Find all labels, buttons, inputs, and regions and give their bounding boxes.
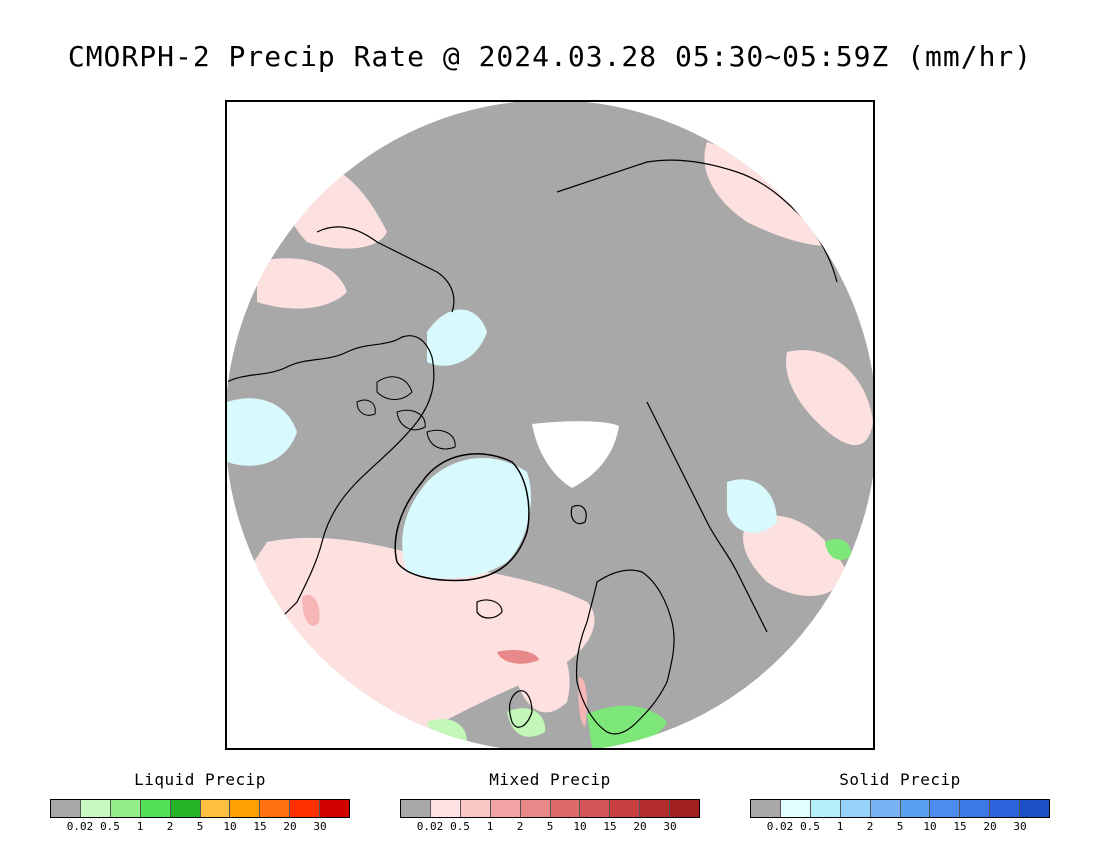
mixed-precip-region-north-sea bbox=[517, 622, 570, 713]
legend-swatch bbox=[520, 800, 551, 817]
mixed-precip-patch-norwegian-sea bbox=[497, 649, 539, 664]
legend-liquid-title: Liquid Precip bbox=[134, 770, 266, 789]
legend-tick-label: 30 bbox=[1013, 820, 1027, 833]
mixed-precip-patch-baltic bbox=[578, 677, 587, 727]
legend-swatch bbox=[80, 800, 111, 817]
legend-swatch bbox=[290, 800, 321, 817]
legend-tick-label: 10 bbox=[223, 820, 237, 833]
legend-tick-label: 10 bbox=[923, 820, 937, 833]
coastline-svalbard bbox=[570, 504, 587, 525]
legend-tick-label: 15 bbox=[953, 820, 967, 833]
legend-swatch bbox=[1020, 800, 1050, 817]
coastline-uk bbox=[508, 690, 533, 728]
coastline-scandinavia bbox=[575, 569, 675, 735]
legend-swatch bbox=[610, 800, 641, 817]
mixed-precip-region-russia-band bbox=[743, 515, 847, 596]
legend-tick-label: 2 bbox=[516, 820, 524, 833]
coastline-canadian-archipelago bbox=[356, 376, 456, 450]
legend-swatch bbox=[401, 800, 431, 817]
legend-tick-label: 1 bbox=[136, 820, 144, 833]
legend-solid-ticks: 0.02 0.5 1 2 5 10 15 20 30 bbox=[750, 818, 1050, 833]
legend-mixed-colorbar bbox=[400, 799, 700, 818]
legend-tick-label: 30 bbox=[313, 820, 327, 833]
mixed-precip-region-siberia-east bbox=[786, 350, 873, 446]
legend-swatch bbox=[170, 800, 201, 817]
polar-map-canvas bbox=[227, 102, 873, 748]
legend-swatch bbox=[990, 800, 1021, 817]
coastline-greenland bbox=[394, 453, 530, 582]
mixed-precip-region-alaska-band bbox=[257, 258, 347, 309]
legend-tick-label: 0.02 bbox=[66, 820, 94, 833]
solid-precip-region-greenland bbox=[402, 458, 531, 579]
coastline-iceland bbox=[476, 599, 503, 619]
legend-swatch bbox=[751, 800, 781, 817]
legend-swatch bbox=[460, 800, 491, 817]
data-disc bbox=[227, 102, 873, 748]
legend-solid-title: Solid Precip bbox=[839, 770, 961, 789]
legend-swatch bbox=[200, 800, 231, 817]
legend-tick-label: 1 bbox=[486, 820, 494, 833]
legend-tick-label: 5 bbox=[196, 820, 204, 833]
legend-liquid: Liquid Precip 0.02 0.5 1 2 5 10 15 20 30 bbox=[50, 770, 350, 833]
legend-tick-label: 20 bbox=[983, 820, 997, 833]
legend-tick-label: 0.02 bbox=[416, 820, 444, 833]
legend-tick-label: 30 bbox=[663, 820, 677, 833]
solid-precip-region-baffin bbox=[427, 309, 487, 366]
legend-mixed-title: Mixed Precip bbox=[489, 770, 611, 789]
legend-swatch bbox=[870, 800, 901, 817]
legend-swatch bbox=[430, 800, 461, 817]
legend-liquid-ticks: 0.02 0.5 1 2 5 10 15 20 30 bbox=[50, 818, 350, 833]
legend-swatch bbox=[51, 800, 81, 817]
legend-swatch bbox=[670, 800, 700, 817]
legend-swatch bbox=[780, 800, 811, 817]
legend-swatch bbox=[550, 800, 581, 817]
legend-swatch bbox=[320, 800, 350, 817]
chart-title: CMORPH-2 Precip Rate @ 2024.03.28 05:30~… bbox=[67, 40, 1033, 73]
legend-swatch bbox=[110, 800, 141, 817]
legend-tick-label: 0.5 bbox=[100, 820, 120, 833]
polar-no-data-patch bbox=[532, 421, 619, 488]
legend-swatch bbox=[810, 800, 841, 817]
legend-swatch bbox=[140, 800, 171, 817]
legend-tick-label: 0.5 bbox=[450, 820, 470, 833]
legend-tick-label: 0.02 bbox=[766, 820, 794, 833]
liquid-precip-patch-siberia bbox=[825, 538, 852, 560]
legend-swatch bbox=[580, 800, 611, 817]
liquid-precip-patch-europe bbox=[587, 705, 667, 748]
legend-swatch bbox=[900, 800, 931, 817]
legend-liquid-colorbar bbox=[50, 799, 350, 818]
legend-swatch bbox=[490, 800, 521, 817]
legend-tick-label: 0.5 bbox=[800, 820, 820, 833]
coastline-north-america bbox=[227, 335, 435, 633]
legend-tick-label: 2 bbox=[166, 820, 174, 833]
legend-tick-label: 20 bbox=[633, 820, 647, 833]
legend-mixed-ticks: 0.02 0.5 1 2 5 10 15 20 30 bbox=[400, 818, 700, 833]
legend-swatch bbox=[260, 800, 291, 817]
legend-swatch bbox=[840, 800, 871, 817]
legend-tick-label: 15 bbox=[253, 820, 267, 833]
coastline-alaska bbox=[316, 226, 455, 313]
legend-swatch bbox=[930, 800, 961, 817]
legend-tick-label: 15 bbox=[603, 820, 617, 833]
legend-solid: Solid Precip 0.02 0.5 1 2 5 10 15 20 30 bbox=[750, 770, 1050, 833]
legend-tick-label: 5 bbox=[546, 820, 554, 833]
solid-precip-region-hudson bbox=[227, 398, 297, 466]
coastline-russia bbox=[646, 401, 768, 633]
legend-swatch bbox=[960, 800, 991, 817]
legend-tick-label: 20 bbox=[283, 820, 297, 833]
legend-mixed: Mixed Precip 0.02 0.5 1 2 5 10 15 20 30 bbox=[400, 770, 700, 833]
mixed-precip-patch-labrador bbox=[302, 594, 320, 626]
legend-tick-label: 5 bbox=[896, 820, 904, 833]
legend-tick-label: 10 bbox=[573, 820, 587, 833]
solid-precip-region-barents bbox=[727, 479, 777, 533]
legend-swatch bbox=[640, 800, 671, 817]
legend-swatch bbox=[230, 800, 261, 817]
legend-solid-colorbar bbox=[750, 799, 1050, 818]
legend-tick-label: 2 bbox=[866, 820, 874, 833]
polar-map bbox=[225, 100, 875, 750]
legend-tick-label: 1 bbox=[836, 820, 844, 833]
